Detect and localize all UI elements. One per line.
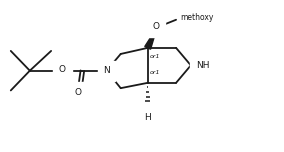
Text: methoxy: methoxy — [180, 13, 214, 22]
Text: N: N — [103, 66, 110, 75]
Text: O: O — [59, 65, 66, 74]
Text: or1: or1 — [150, 54, 160, 59]
Text: or1: or1 — [150, 71, 160, 75]
Text: O: O — [153, 22, 160, 31]
Polygon shape — [145, 27, 157, 49]
Text: NH: NH — [196, 61, 209, 70]
Text: H: H — [144, 113, 151, 122]
Text: O: O — [74, 88, 81, 97]
